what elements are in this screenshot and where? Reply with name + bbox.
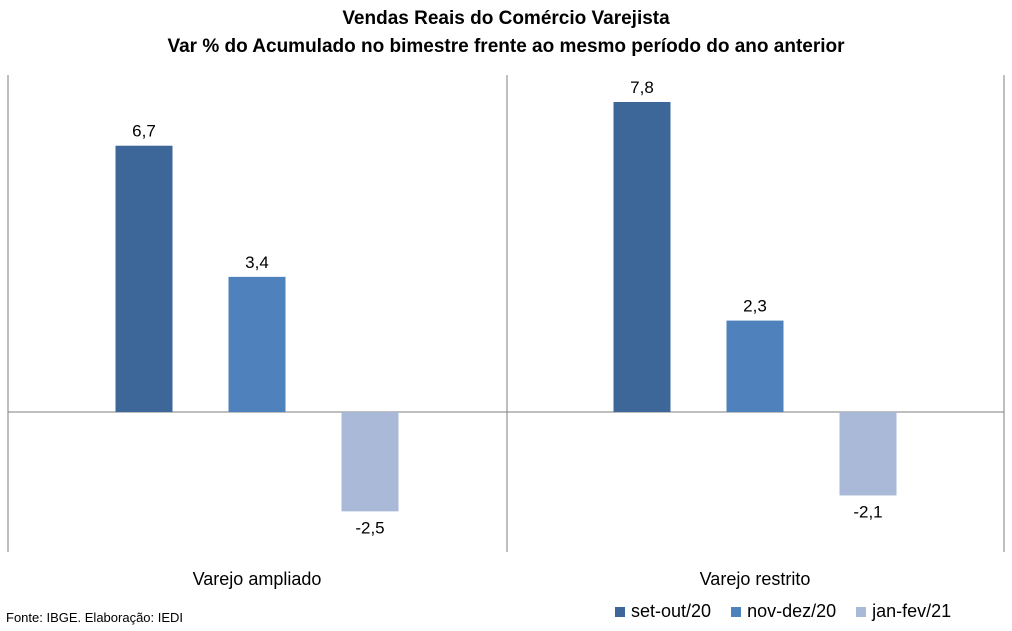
bar-2-3 xyxy=(839,412,897,496)
bar-2-1 xyxy=(613,102,671,412)
bar-1-3 xyxy=(341,412,399,512)
legend-label-jan-fev: jan-fev/21 xyxy=(872,601,952,621)
legend-label-nov-dez: nov-dez/20 xyxy=(747,601,837,621)
category-label-1: Varejo ampliado xyxy=(193,569,322,589)
data-label-1-3: -2,5 xyxy=(355,518,384,537)
data-label-2-1: 7,8 xyxy=(630,78,654,97)
legend-label-set-out: set-out/20 xyxy=(631,601,712,621)
legend-swatch-nov-dez xyxy=(731,606,742,617)
chart-subtitle: Var % do Acumulado no bimestre frente ao… xyxy=(167,36,845,57)
data-label-2-2: 2,3 xyxy=(743,297,767,316)
legend-item-jan-fev: jan-fev/21 xyxy=(856,601,951,622)
chart-title: Vendas Reais do Comércio Varejista xyxy=(342,8,670,29)
data-label-1-1: 6,7 xyxy=(132,122,156,141)
source-note: Fonte: IBGE. Elaboração: IEDI xyxy=(6,610,184,625)
data-label-1-2: 3,4 xyxy=(245,253,269,272)
category-label-2: Varejo restrito xyxy=(700,569,811,589)
legend-swatch-set-out xyxy=(615,606,625,617)
bar-1-1 xyxy=(115,145,173,412)
data-label-2-3: -2,1 xyxy=(853,502,882,521)
bar-2-2 xyxy=(726,320,784,412)
legend-item-nov-dez: nov-dez/20 xyxy=(731,601,836,622)
legend-item-set-out: set-out/20 xyxy=(615,601,711,622)
bar-1-2 xyxy=(228,276,286,412)
legend-swatch-jan-fev xyxy=(856,606,867,617)
legend: set-out/20 nov-dez/20 jan-fev/21 xyxy=(615,601,951,622)
